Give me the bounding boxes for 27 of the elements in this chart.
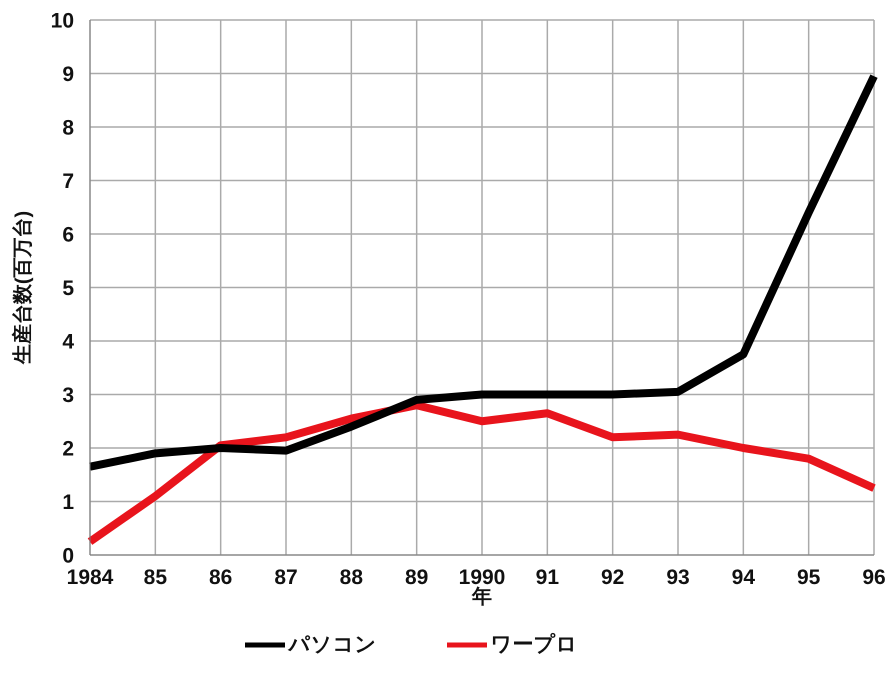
x-tick-label: 87 [274, 566, 298, 589]
y-tick-label: 2 [62, 437, 74, 460]
y-tick-label: 6 [62, 223, 74, 246]
x-tick-label: 96 [862, 566, 886, 589]
x-tick-label: 86 [208, 566, 232, 589]
y-tick-label: 5 [62, 276, 74, 300]
legend-label: ワープロ [490, 632, 578, 656]
x-tick-label: 89 [404, 566, 428, 589]
x-tick-label: 92 [600, 566, 624, 589]
x-tick-label: 95 [796, 566, 821, 589]
legend-label: パソコン [288, 632, 376, 656]
x-tick-label: 88 [340, 566, 364, 589]
y-tick-label: 8 [62, 116, 74, 140]
y-tick-label: 7 [62, 170, 74, 193]
y-tick-label: 1 [62, 490, 74, 514]
x-tick-label: 85 [144, 566, 168, 589]
x-tick-label: 91 [536, 566, 560, 589]
x-tick-label: 1984 [66, 566, 114, 589]
y-tick-label: 10 [50, 9, 74, 32]
y-tick-label: 3 [62, 384, 74, 407]
x-axis-title: 年 [471, 586, 492, 608]
y-axis-title: 生産台数(百万台) [11, 210, 34, 366]
x-tick-label: 94 [732, 566, 756, 589]
y-tick-label: 4 [62, 330, 74, 354]
x-tick-label: 93 [666, 566, 690, 589]
y-tick-label: 9 [62, 62, 74, 86]
y-tick-label: 0 [62, 544, 74, 568]
